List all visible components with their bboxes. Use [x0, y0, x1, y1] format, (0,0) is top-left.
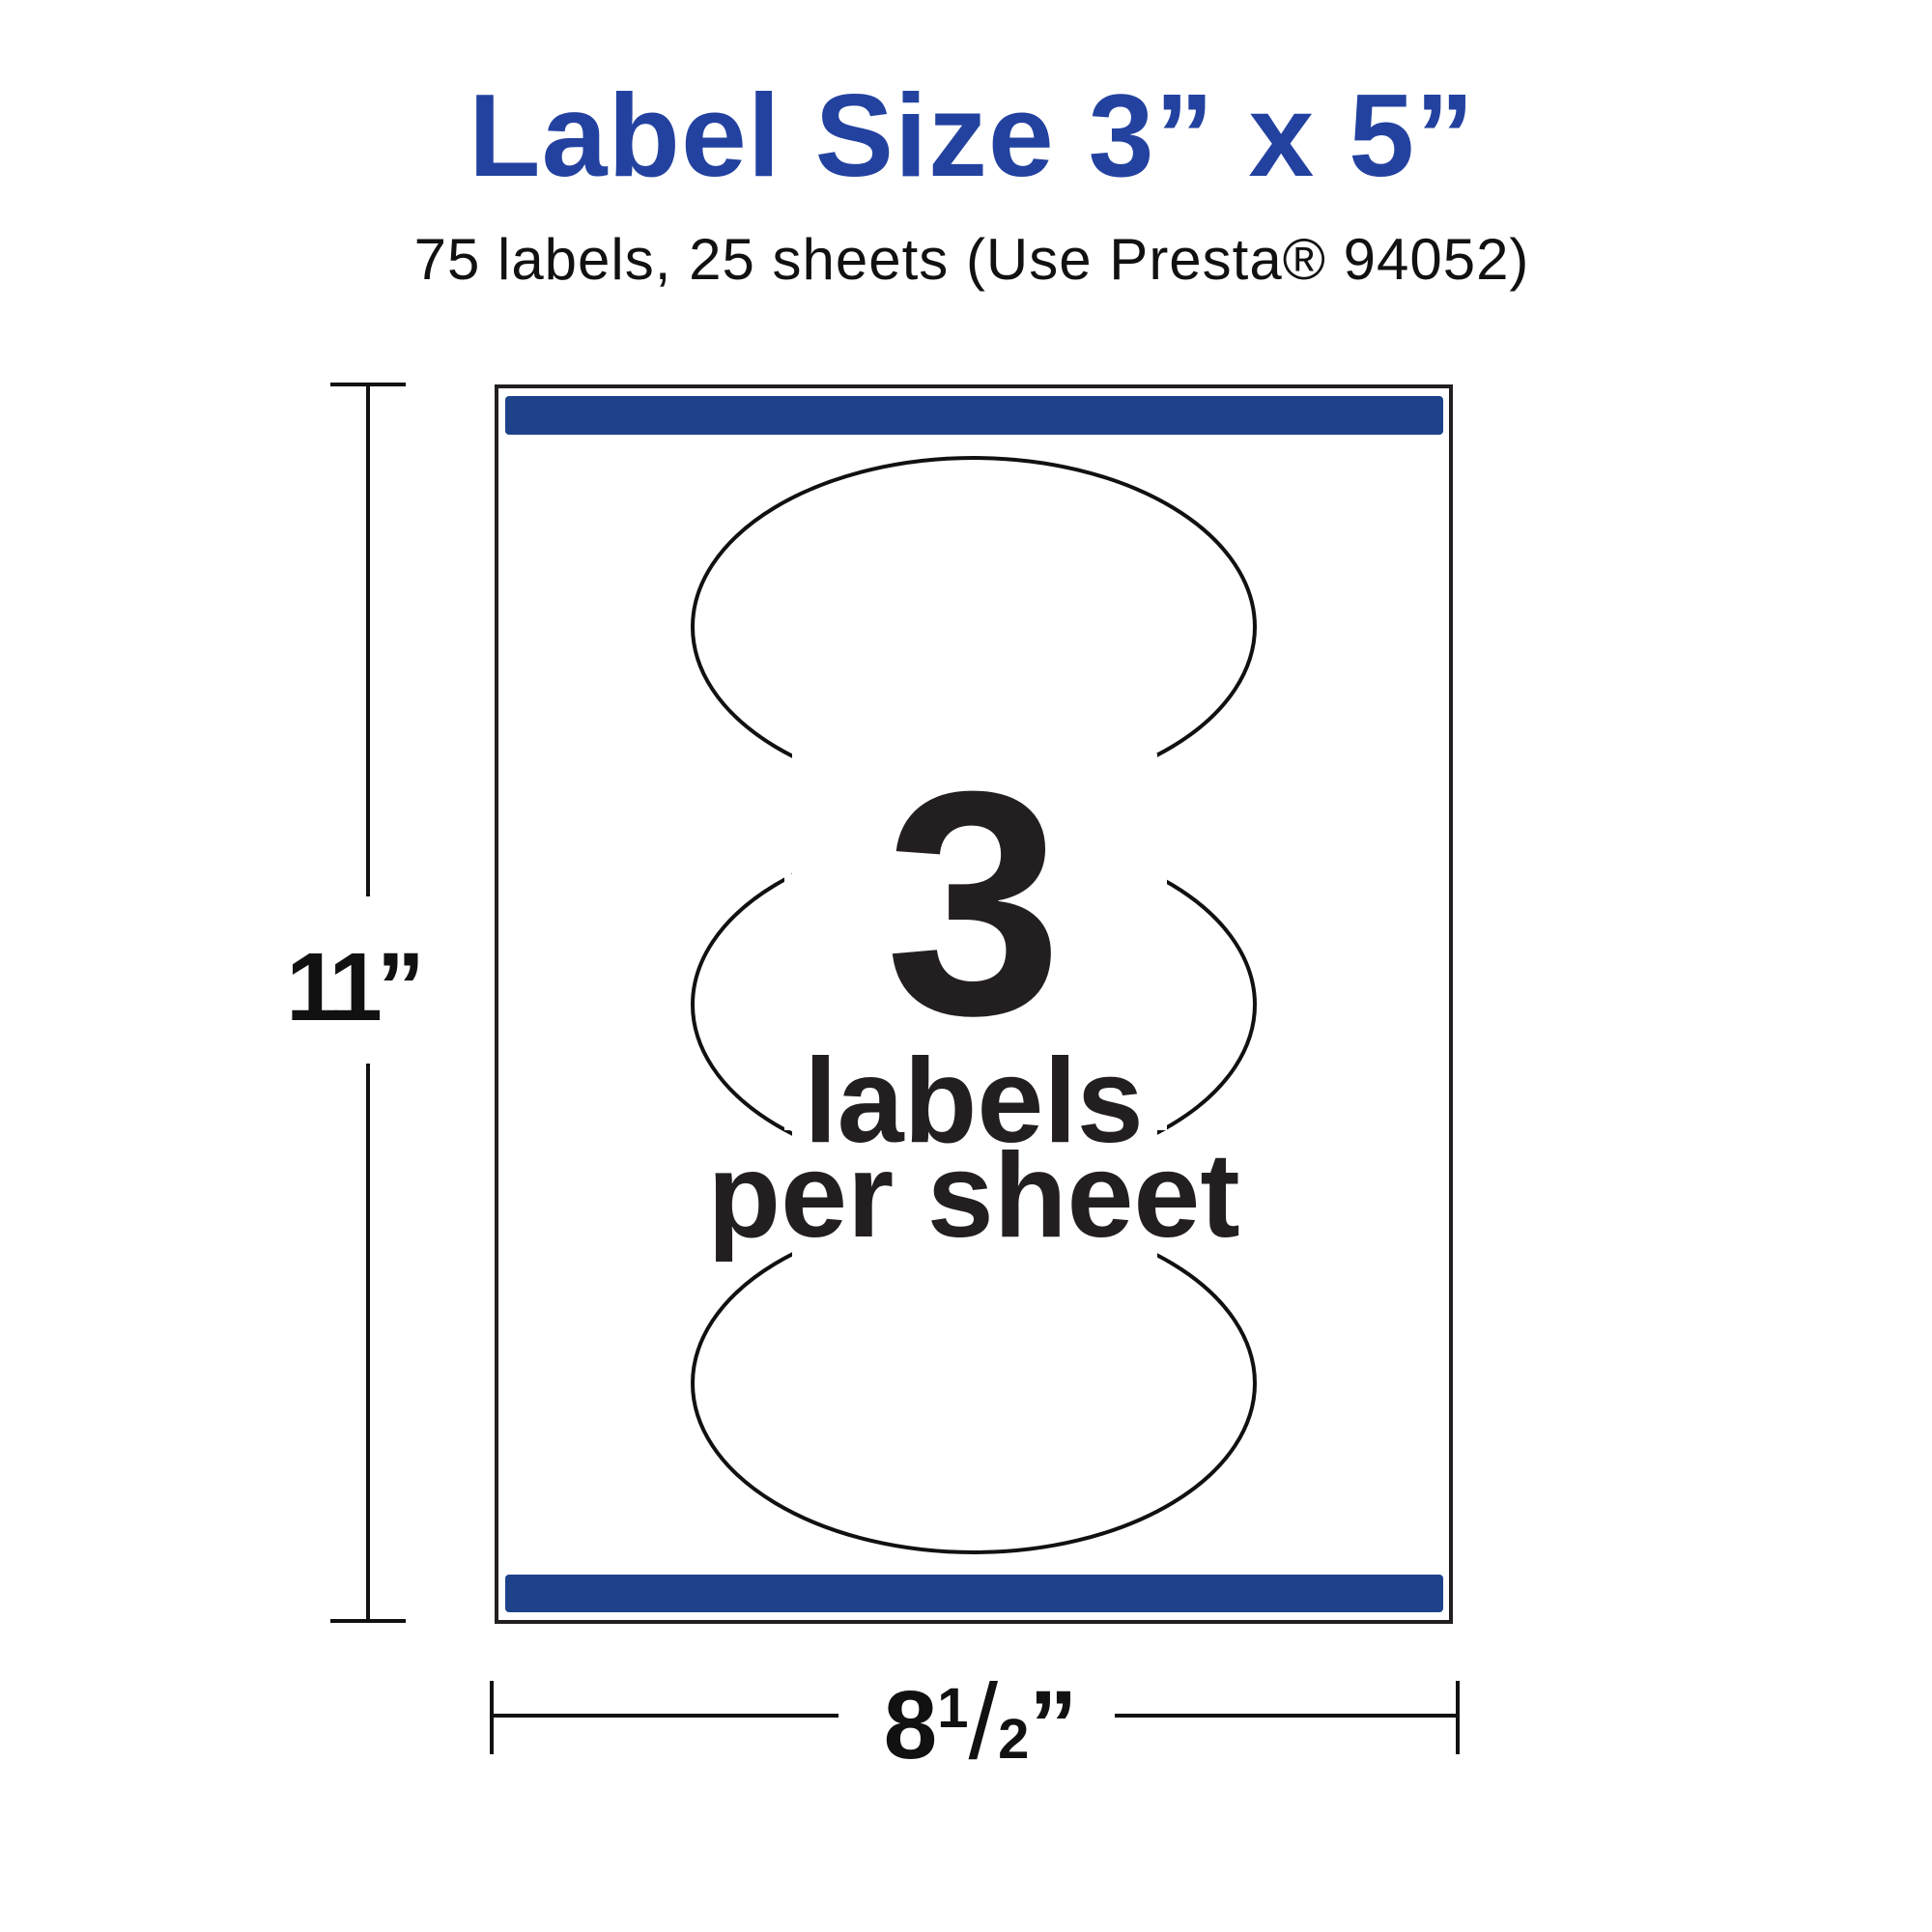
width-whole: 8: [883, 1671, 938, 1779]
fraction-slash: /: [968, 1662, 999, 1781]
page-title: Label Size 3” x 5”: [469, 70, 1475, 201]
width-inch-mark: ”: [1029, 1671, 1078, 1779]
width-fraction-denominator: 2: [998, 1708, 1030, 1771]
per-sheet-text: per sheet: [707, 1129, 1240, 1263]
height-label: 11”: [286, 933, 425, 1041]
width-fraction-numerator: 1: [937, 1677, 969, 1740]
page-subtitle: 75 labels, 25 sheets (Use Presta® 94052): [413, 227, 1530, 292]
labels-text: labels: [804, 1035, 1144, 1168]
top-bar: [505, 396, 1443, 435]
width-label: 81/2”: [850, 1669, 1111, 1776]
height-dimension: [330, 383, 406, 1623]
sheet-outline: [495, 384, 1453, 1624]
labels-count: 3: [885, 724, 1063, 1081]
width-dimension: [490, 1681, 1460, 1754]
bottom-bar: [505, 1575, 1443, 1612]
